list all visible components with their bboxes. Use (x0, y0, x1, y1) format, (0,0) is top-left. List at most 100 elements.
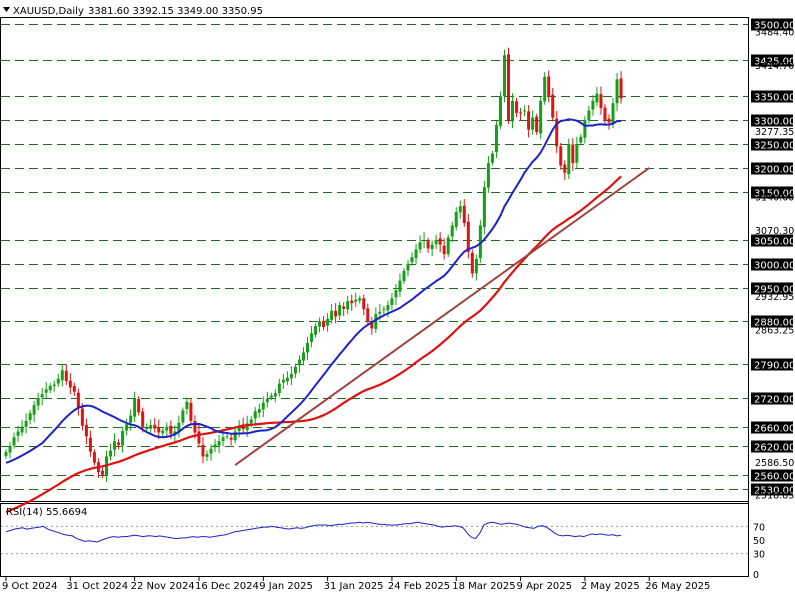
level-price-box (751, 421, 793, 434)
date-tick-label: 2 May 2025 (581, 581, 640, 592)
candle-body (615, 79, 619, 104)
candle-body (466, 221, 470, 252)
candle-body (153, 424, 157, 429)
candle-body (490, 153, 494, 163)
level-price-label: 2660.00 (754, 424, 795, 435)
candle-body (498, 96, 502, 126)
candle-body (24, 420, 28, 427)
candle-body (277, 383, 281, 394)
candle-body (209, 448, 213, 454)
candle-body (366, 308, 370, 322)
candle-body (515, 101, 519, 113)
candle-body (354, 299, 358, 302)
date-tick-label: 9 Apr 2025 (517, 581, 572, 592)
candle-body (257, 408, 261, 413)
candle-body (289, 374, 293, 379)
level-price-box (751, 282, 793, 295)
candle-body (539, 100, 543, 134)
candle-body (418, 242, 422, 250)
level-price-label: 3050.00 (754, 237, 795, 248)
level-price-box (751, 483, 793, 496)
candle-body (12, 437, 16, 446)
price-scale-ticks: 3484.40 3414.70 3277.35 3140.00 3070.30 2932.… (755, 28, 794, 502)
candle-body (28, 413, 32, 421)
candle-body (551, 94, 555, 118)
rsi-indicator: 70 50 30 0 (1, 521, 765, 581)
level-price-box (751, 18, 793, 31)
level-price-label: 2790.00 (754, 361, 795, 372)
candle-body (310, 333, 314, 342)
level-price-label: 3300.00 (754, 117, 795, 128)
candle-body (149, 425, 153, 429)
price-tick-label: 2932.95 (755, 292, 794, 303)
price-tick-label: 2518.85 (755, 490, 794, 501)
candle-body (547, 76, 551, 97)
level-price-label: 3250.00 (754, 141, 795, 152)
candle-body (281, 379, 285, 383)
level-price-label: 2720.00 (754, 395, 795, 406)
horizontal-levels: 3500.00 3425.00 3350.00 3300.00 3250.00 3200.… (1, 18, 795, 497)
price-tick-label: 3484.40 (755, 28, 794, 39)
level-price-label: 3425.00 (754, 57, 795, 68)
date-tick-label: 9 Jan 2025 (259, 581, 313, 592)
candle-body (426, 241, 430, 249)
rsi-panel (0, 503, 749, 577)
candle-body (80, 408, 84, 426)
candle-body (507, 54, 510, 121)
candle-body (450, 225, 454, 237)
candle-body (161, 430, 165, 434)
candle-body (133, 398, 137, 417)
candle-body (213, 444, 217, 448)
candle-body (607, 118, 611, 123)
candle-body (32, 405, 36, 415)
candle-body (109, 450, 113, 457)
level-price-box (751, 469, 793, 482)
candle-body (523, 110, 527, 112)
level-price-label: 2530.00 (754, 486, 795, 497)
candle-body (306, 342, 309, 353)
candle-body (519, 112, 523, 114)
candle-body (619, 78, 623, 99)
candle-body (350, 300, 354, 304)
trendline (234, 167, 650, 466)
candle-body (583, 120, 587, 138)
candle-body (229, 437, 233, 440)
candle-body (346, 301, 350, 310)
candle-body (237, 425, 241, 432)
candle-body (394, 290, 398, 298)
candle-body (201, 444, 205, 457)
collapse-triangle-icon[interactable] (3, 7, 10, 12)
rsi-scale-label: 50 (753, 536, 765, 547)
candle-body (410, 257, 414, 263)
candle-body (169, 425, 173, 434)
candle-body (273, 393, 277, 397)
level-price-label: 2620.00 (754, 443, 795, 454)
candle-body (137, 398, 141, 413)
price-tick-label: 3277.35 (755, 127, 794, 138)
rsi-line (5, 521, 622, 543)
candle-body (482, 187, 486, 227)
candle-body (470, 252, 474, 274)
candle-body (76, 392, 80, 409)
candle-body (64, 370, 68, 382)
candle-body (342, 306, 346, 309)
candle-body (165, 426, 169, 431)
candle-body (374, 314, 378, 329)
candle-body (414, 249, 418, 259)
candle-body (326, 318, 330, 326)
date-tick-label: 24 Feb 2025 (388, 581, 450, 592)
candle-body (56, 378, 60, 384)
candle-body (285, 377, 289, 382)
candle-body (301, 352, 305, 361)
candlestick-series (4, 47, 623, 482)
candle-body (36, 397, 40, 406)
candle-body (611, 103, 615, 124)
candle-body (390, 298, 394, 306)
candle-body (52, 384, 56, 386)
candle-body (486, 163, 490, 188)
candle-body (129, 415, 133, 423)
candle-body (197, 431, 201, 444)
level-price-box (751, 54, 793, 67)
candle-body (543, 76, 547, 102)
candle-body (40, 394, 44, 398)
